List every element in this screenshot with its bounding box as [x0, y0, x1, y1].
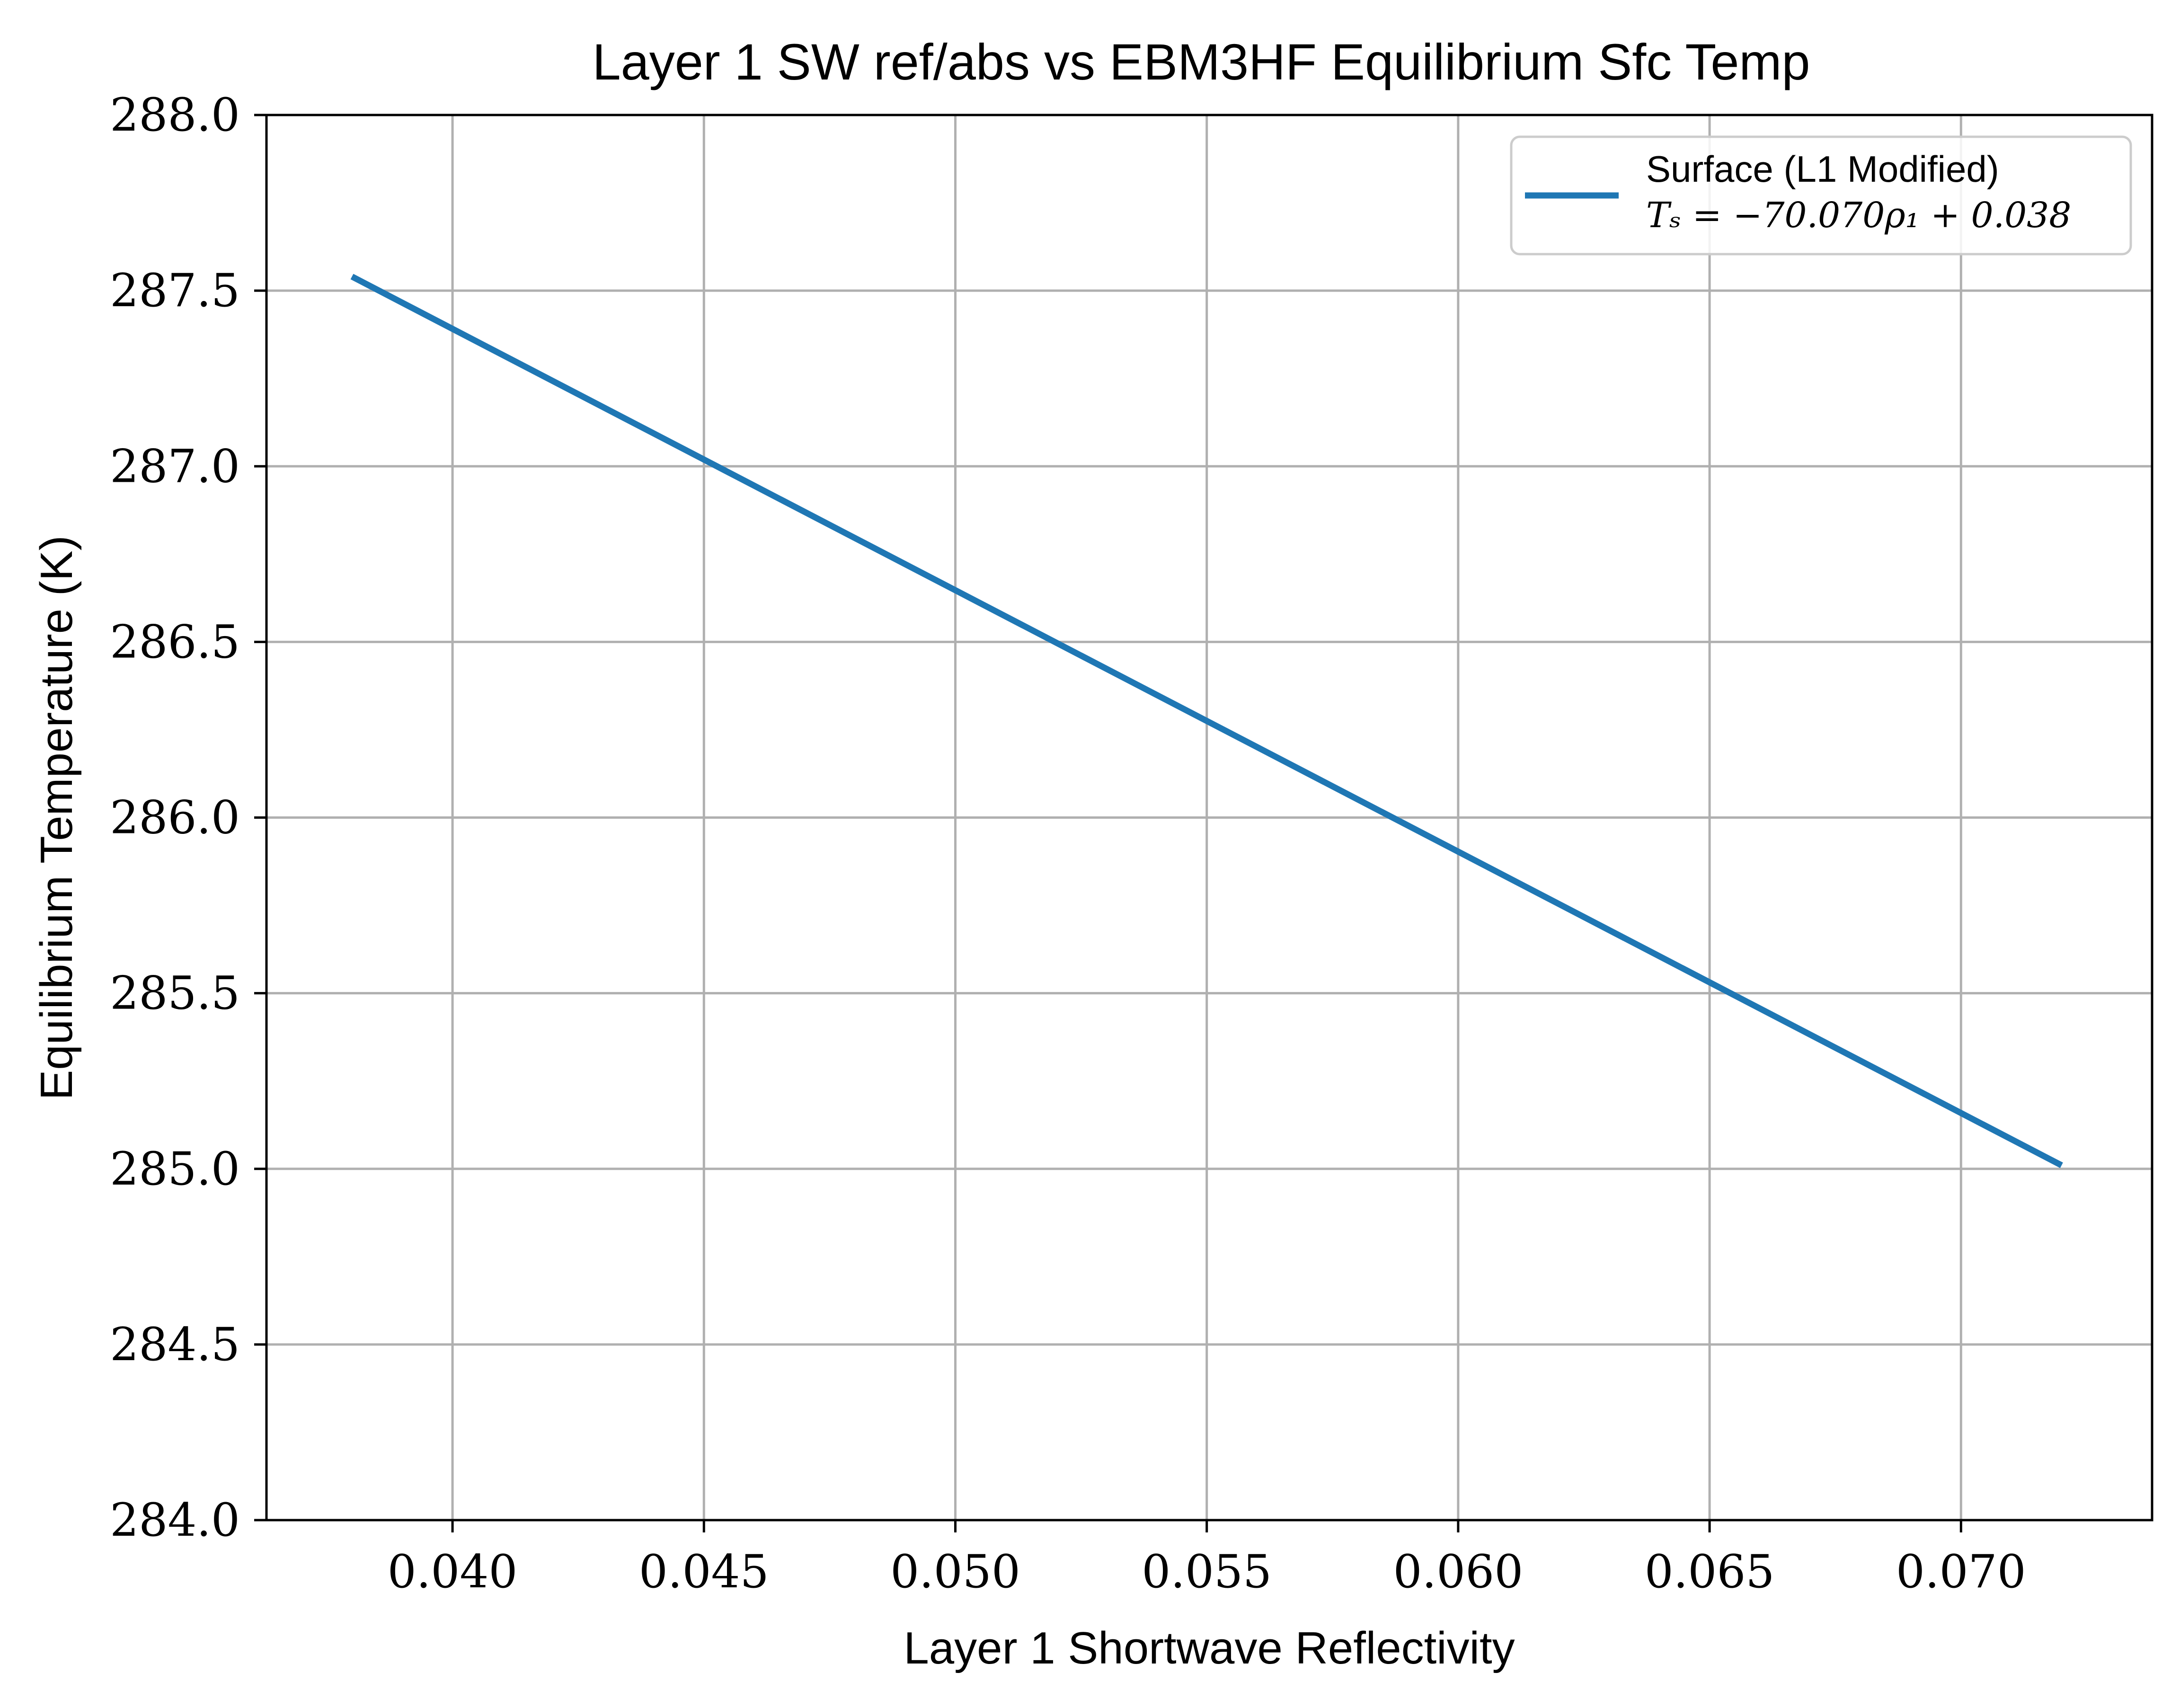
plot-area-frame [265, 114, 2153, 1522]
chart-title: Layer 1 SW ref/abs vs EBM3HF Equilibrium… [593, 33, 1810, 90]
x-tick-label: 0.055 [1142, 1545, 1272, 1598]
x-tick-label: 0.040 [388, 1545, 518, 1598]
y-tick-label: 284.5 [110, 1318, 240, 1371]
x-tick-label: 0.070 [1896, 1545, 2026, 1598]
x-tick-label: 0.045 [639, 1545, 769, 1598]
x-tick-label: 0.060 [1393, 1545, 1523, 1598]
legend: Surface (L1 Modified) Tₛ = −70.070ρ₁ + 0… [1510, 135, 2132, 256]
y-tick-label: 284.0 [110, 1494, 240, 1547]
axis-ticks: 0.040 0.045 0.050 0.055 0.060 0.065 0.070 284.0… [110, 88, 2026, 1598]
legend-series-label: Surface (L1 Modified) [1646, 148, 1999, 190]
y-tick-label: 286.0 [110, 791, 240, 844]
legend-series-formula: Tₛ = −70.070ρ₁ + 0.038 [1646, 195, 2071, 236]
series-layer [350, 274, 2063, 1168]
y-tick-label: 285.0 [110, 1142, 240, 1195]
series-line-0 [350, 274, 2063, 1168]
x-tick-label: 0.065 [1645, 1545, 1775, 1598]
y-tick-label: 287.5 [110, 264, 240, 317]
x-axis-label: Layer 1 Shortwave Reflectivity [904, 1623, 1515, 1673]
y-axis-label: Equilibrium Temperature (K) [31, 535, 82, 1100]
y-tick-label: 288.0 [110, 88, 240, 142]
legend-box [1510, 135, 2132, 256]
y-tick-label: 287.0 [110, 440, 240, 493]
y-tick-label: 285.5 [110, 967, 240, 1020]
x-tick-label: 0.050 [890, 1545, 1020, 1598]
y-tick-label: 286.5 [110, 615, 240, 668]
grid [266, 114, 2152, 1522]
